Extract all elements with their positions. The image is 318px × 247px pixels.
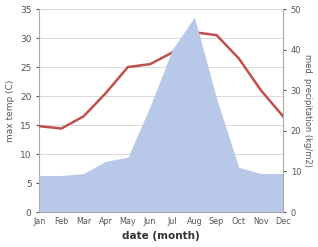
X-axis label: date (month): date (month) bbox=[122, 231, 200, 242]
Y-axis label: max temp (C): max temp (C) bbox=[5, 79, 15, 142]
Y-axis label: med. precipitation (kg/m2): med. precipitation (kg/m2) bbox=[303, 54, 313, 167]
